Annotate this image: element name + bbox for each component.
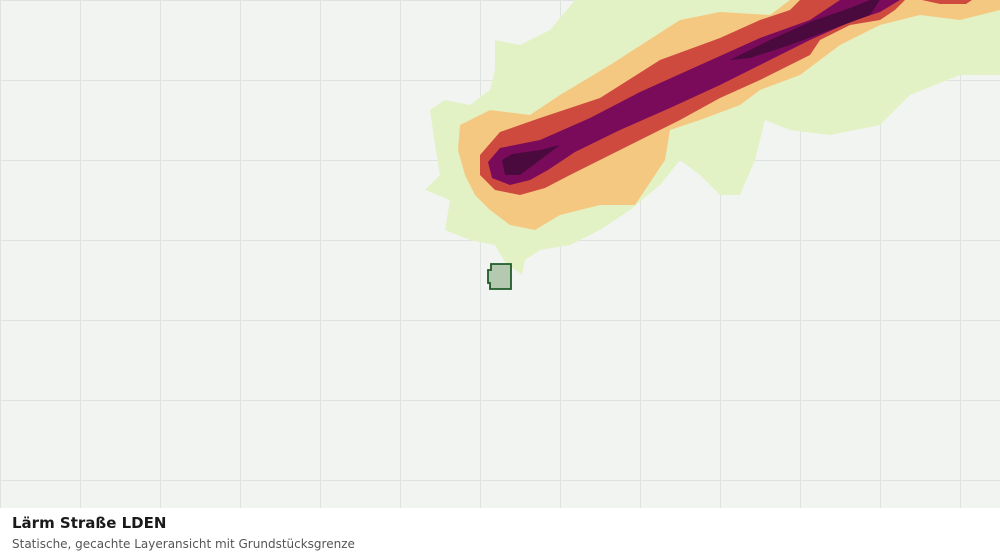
layer-subtitle: Statische, gecachte Layeransicht mit Gru… (12, 537, 355, 551)
noise-band-extreme (730, 0, 880, 60)
noise-band-medium (458, 0, 1000, 230)
noise-layer (425, 0, 1000, 275)
noise-band-very-high (488, 0, 900, 185)
noise-band-extreme (502, 145, 560, 175)
parcel-boundary (487, 263, 512, 290)
map-view (0, 0, 1000, 508)
layer-title: Lärm Straße LDEN (12, 514, 167, 532)
caption: Lärm Straße LDEN Statische, gecachte Lay… (0, 508, 1000, 560)
noise-band-high (922, 0, 972, 4)
